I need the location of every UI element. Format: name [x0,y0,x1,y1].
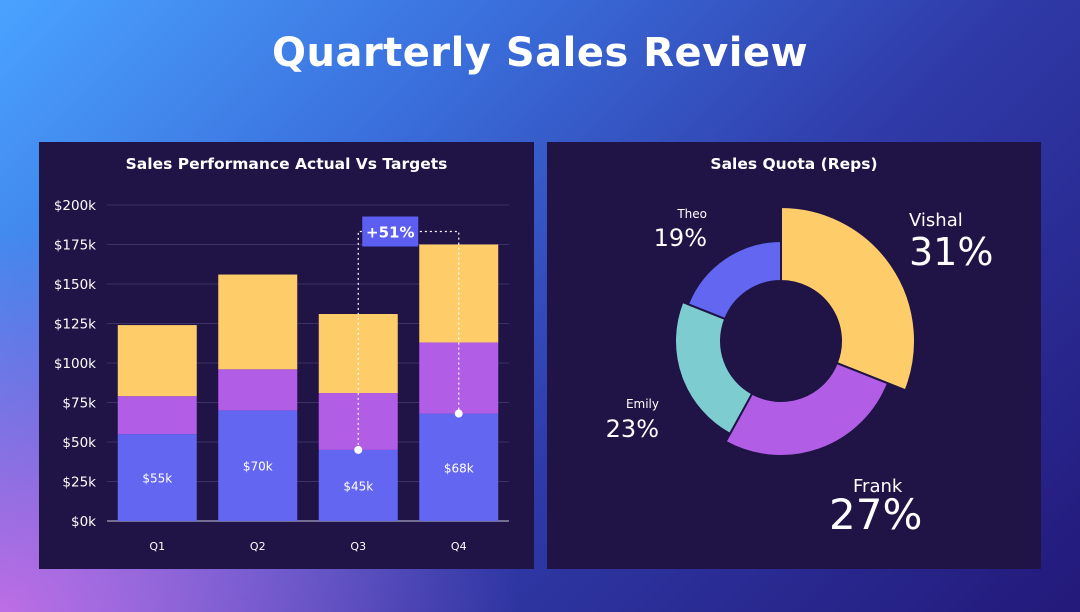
bar-data-label: $55k [142,472,172,486]
y-tick-label: $100k [54,356,96,372]
bar-data-label: $45k [343,479,373,493]
bar-segment [218,410,298,521]
bar-chart-panel: Sales Performance Actual Vs Targets $0k $… [39,142,534,569]
slice-value-label: 27% [829,490,922,539]
page-title: Quarterly Sales Review [271,30,809,76]
bar-segment [419,413,499,521]
donut-chart-panel: Sales Quota (Reps) Vishal 31% Frank 27% Emil… [547,142,1041,569]
bar-data-label: $70k [243,460,273,474]
donut-slice [724,361,890,457]
bar-chart-title: Sales Performance Actual Vs Targets [125,155,448,173]
bar-data-label: $68k [444,461,474,475]
annotation-label: +51% [366,224,414,242]
x-tick-label: Q4 [451,540,467,553]
slice-value-label: 23% [606,415,659,443]
donut-slice [686,239,782,321]
annotation-dot [354,445,363,454]
bar-segment [218,274,298,370]
x-tick-label: Q1 [149,540,165,553]
donut-slice [780,205,916,392]
x-tick-label: Q2 [250,540,266,553]
annotation-badge [362,216,419,247]
x-tick-label: Q3 [350,540,366,553]
slice-name-label: Frank [853,476,903,497]
y-tick-label: $75k [62,396,96,412]
slice-value-label: 19% [654,224,707,252]
bar-segment [117,396,197,435]
slice-name-label: Vishal [909,210,963,231]
slice-name-label: Theo [676,207,707,221]
y-tick-label: $25k [62,475,96,491]
bar-segment [318,393,398,450]
slice-name-label: Emily [626,397,659,411]
slice-value-label: 31% [909,230,993,274]
y-tick-label: $0k [71,514,96,530]
bar-segment [218,369,298,411]
y-tick-label: $125k [54,317,96,333]
donut-chart-title: Sales Quota (Reps) [710,155,878,173]
bar-chart: $0k $25k $50k $75k $100k $125k $150k $175k $200k… [54,198,509,553]
y-tick-label: $200k [54,198,96,214]
donut-slice [674,300,754,436]
bar-segment [117,325,197,397]
bar-segment [117,434,197,521]
y-tick-label: $50k [62,435,96,451]
y-tick-label: $150k [54,277,96,293]
bar-segment [318,449,398,521]
annotation-dot [454,409,463,418]
y-tick-label: $175k [54,238,96,254]
